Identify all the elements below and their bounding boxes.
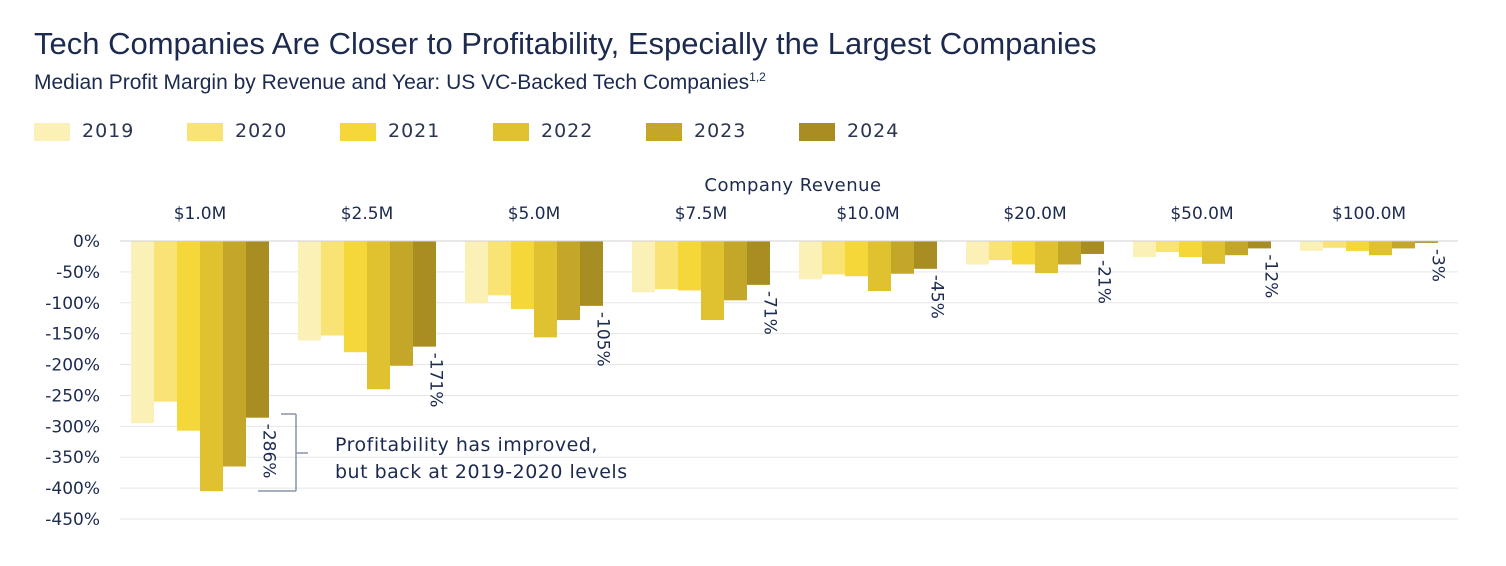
bar-2019: [966, 241, 989, 265]
legend-swatch: [340, 123, 376, 141]
bar-2021: [1346, 241, 1369, 251]
bar-2023: [390, 241, 413, 366]
category-label: $10.0M: [836, 204, 899, 224]
category-label: $100.0M: [1332, 204, 1406, 224]
chart-title: Tech Companies Are Closer to Profitabili…: [34, 26, 1097, 61]
bar-2022: [534, 241, 557, 338]
legend-swatch: [34, 123, 70, 141]
subtitle-footnote: 1,2: [749, 70, 766, 84]
data-label: -286%: [259, 424, 279, 479]
bar-2023: [223, 241, 246, 467]
y-tick-label: -100%: [45, 294, 100, 314]
y-tick-label: 0%: [73, 232, 100, 252]
bar-2020: [1323, 241, 1346, 248]
bar-2019: [632, 241, 655, 293]
legend-swatch: [799, 123, 835, 141]
bar-2022: [1035, 241, 1058, 274]
subtitle-text: Median Profit Margin by Revenue and Year…: [34, 71, 750, 94]
y-tick-label: -350%: [45, 448, 100, 468]
bar-2024: [747, 241, 770, 285]
bar-2019: [1133, 241, 1156, 258]
legend-label: 2020: [235, 120, 288, 142]
y-tick-label: -200%: [45, 356, 100, 376]
y-tick-label: -300%: [45, 417, 100, 437]
data-label: -12%: [1261, 254, 1281, 298]
bar-2021: [344, 241, 367, 353]
bar-2020: [655, 241, 678, 290]
bar-2022: [200, 241, 223, 492]
bar-2024: [246, 241, 269, 418]
category-label: $2.5M: [341, 204, 394, 224]
bar-2024: [914, 241, 937, 269]
bar-2022: [701, 241, 724, 321]
chart-subtitle: Median Profit Margin by Revenue and Year…: [34, 70, 766, 95]
bar-2023: [557, 241, 580, 321]
bar-2024: [1081, 241, 1104, 254]
data-label: -71%: [760, 291, 780, 335]
bar-2019: [298, 241, 321, 341]
annotation-line-1: Profitability has improved,: [335, 434, 598, 456]
legend-label: 2022: [541, 120, 594, 142]
bar-2020: [989, 241, 1012, 261]
bar-2022: [1369, 241, 1392, 256]
bar-2020: [321, 241, 344, 336]
y-tick-label: -450%: [45, 510, 100, 530]
bar-2024: [580, 241, 603, 306]
bar-2021: [1179, 241, 1202, 258]
bar-2020: [1156, 241, 1179, 253]
y-tick-label: -400%: [45, 479, 100, 499]
data-label: -3%: [1428, 249, 1448, 282]
bar-2023: [1225, 241, 1248, 256]
bar-2024: [1248, 241, 1271, 249]
legend-swatch: [187, 123, 223, 141]
bar-2022: [1202, 241, 1225, 264]
category-label: $7.5M: [675, 204, 728, 224]
legend-label: 2019: [82, 120, 135, 142]
y-tick-label: -250%: [45, 386, 100, 406]
legend-swatch: [493, 123, 529, 141]
bar-2021: [845, 241, 868, 277]
bar-2023: [891, 241, 914, 274]
legend-label: 2021: [388, 120, 441, 142]
bar-2022: [868, 241, 891, 292]
legend-swatch: [646, 123, 682, 141]
data-label: -105%: [593, 312, 613, 367]
bar-2021: [511, 241, 534, 309]
bar-2022: [367, 241, 390, 390]
bar-2021: [177, 241, 200, 431]
x-axis-label: Company Revenue: [704, 175, 881, 196]
category-label: $1.0M: [174, 204, 227, 224]
data-label: -171%: [426, 353, 446, 408]
bar-2019: [1300, 241, 1323, 251]
category-label: $20.0M: [1003, 204, 1066, 224]
category-label: $50.0M: [1170, 204, 1233, 224]
data-label: -21%: [1094, 260, 1114, 304]
bar-2019: [465, 241, 488, 304]
y-tick-label: -150%: [45, 325, 100, 345]
annotation-line-2: but back at 2019-2020 levels: [335, 461, 628, 483]
data-label: -45%: [927, 275, 947, 319]
bar-2020: [154, 241, 177, 402]
bar-2023: [724, 241, 747, 301]
bar-2024: [1415, 241, 1438, 243]
bar-2024: [413, 241, 436, 347]
bar-2019: [131, 241, 154, 424]
legend-label: 2023: [694, 120, 747, 142]
bar-2023: [1392, 241, 1415, 249]
category-label: $5.0M: [508, 204, 561, 224]
bar-2023: [1058, 241, 1081, 265]
bar-2020: [488, 241, 511, 296]
bar-2021: [678, 241, 701, 291]
bar-2019: [799, 241, 822, 280]
legend-label: 2024: [847, 120, 900, 142]
bar-2020: [822, 241, 845, 275]
bar-2021: [1012, 241, 1035, 265]
y-tick-label: -50%: [56, 263, 100, 283]
